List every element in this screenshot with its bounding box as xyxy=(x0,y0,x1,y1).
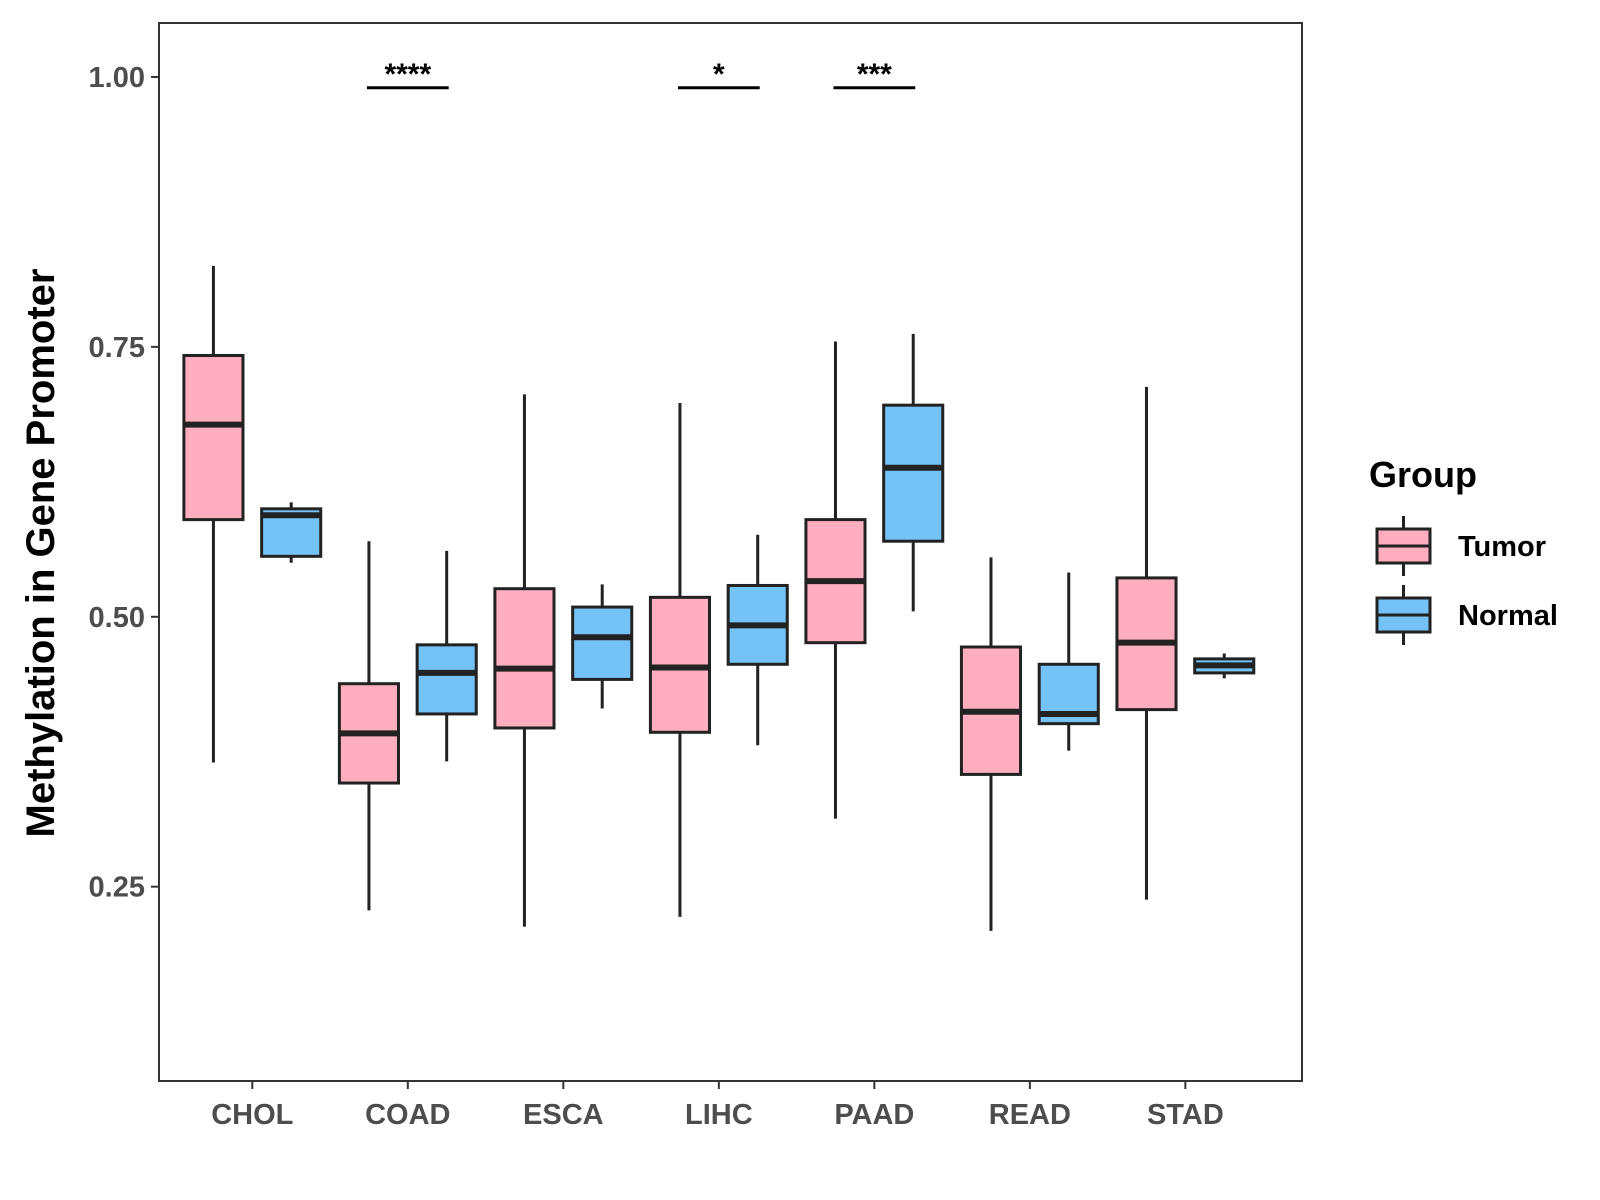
significance-label-lihc: * xyxy=(713,58,725,91)
box-esca-tumor xyxy=(493,394,556,927)
legend-label: Tumor xyxy=(1458,531,1546,563)
y-axis-label: Methylation in Gene Promoter xyxy=(19,269,63,838)
x-tick-label-read: READ xyxy=(989,1099,1071,1131)
x-tick-label-lihc: LIHC xyxy=(685,1099,753,1131)
x-tick-label-stad: STAD xyxy=(1147,1099,1224,1131)
box-chol-tumor xyxy=(182,265,245,763)
significance-label-paad: *** xyxy=(857,58,892,91)
box-stad-tumor xyxy=(1115,386,1178,900)
box-chol-normal xyxy=(260,502,323,563)
x-tick-label-chol: CHOL xyxy=(211,1099,293,1131)
box-body xyxy=(182,354,245,522)
y-tick-label: 0.50 xyxy=(89,602,145,634)
box-lihc-normal xyxy=(726,534,789,746)
x-axis: CHOL COAD ESCA LIHC PAAD READ STAD xyxy=(211,1081,1224,1131)
box-body xyxy=(415,643,478,716)
x-tick-label-coad: COAD xyxy=(365,1099,450,1131)
box-coad-tumor xyxy=(337,541,400,911)
box-body xyxy=(493,587,556,730)
legend-label: Normal xyxy=(1458,600,1558,632)
box-lihc-tumor xyxy=(648,403,712,917)
boxes-layer xyxy=(182,265,1256,931)
significance-annotations: **** * *** xyxy=(366,58,916,91)
x-tick-label-paad: PAAD xyxy=(834,1099,914,1131)
box-esca-normal xyxy=(571,584,634,709)
box-body xyxy=(571,605,634,681)
plot-panel xyxy=(158,22,1303,1082)
legend-title: Group xyxy=(1369,454,1477,495)
box-read-normal xyxy=(1037,572,1100,751)
box-coad-normal xyxy=(415,550,478,762)
box-stad-normal xyxy=(1193,653,1256,679)
significance-label-coad: **** xyxy=(384,58,431,91)
box-paad-normal xyxy=(882,333,945,612)
box-body xyxy=(882,403,945,543)
box-read-tumor xyxy=(959,557,1023,931)
y-axis: 0.25 0.50 0.75 1.00 xyxy=(89,62,159,904)
x-tick-label-esca: ESCA xyxy=(523,1099,604,1131)
y-tick-label: 1.00 xyxy=(89,62,145,94)
y-tick-label: 0.25 xyxy=(89,872,145,904)
box-paad-tumor xyxy=(804,341,867,819)
legend-item-tumor: Tumor xyxy=(1375,516,1546,576)
legend-item-normal: Normal xyxy=(1375,585,1558,645)
y-tick-label: 0.75 xyxy=(89,332,145,364)
legend: Group Tumor Normal xyxy=(1369,454,1558,645)
